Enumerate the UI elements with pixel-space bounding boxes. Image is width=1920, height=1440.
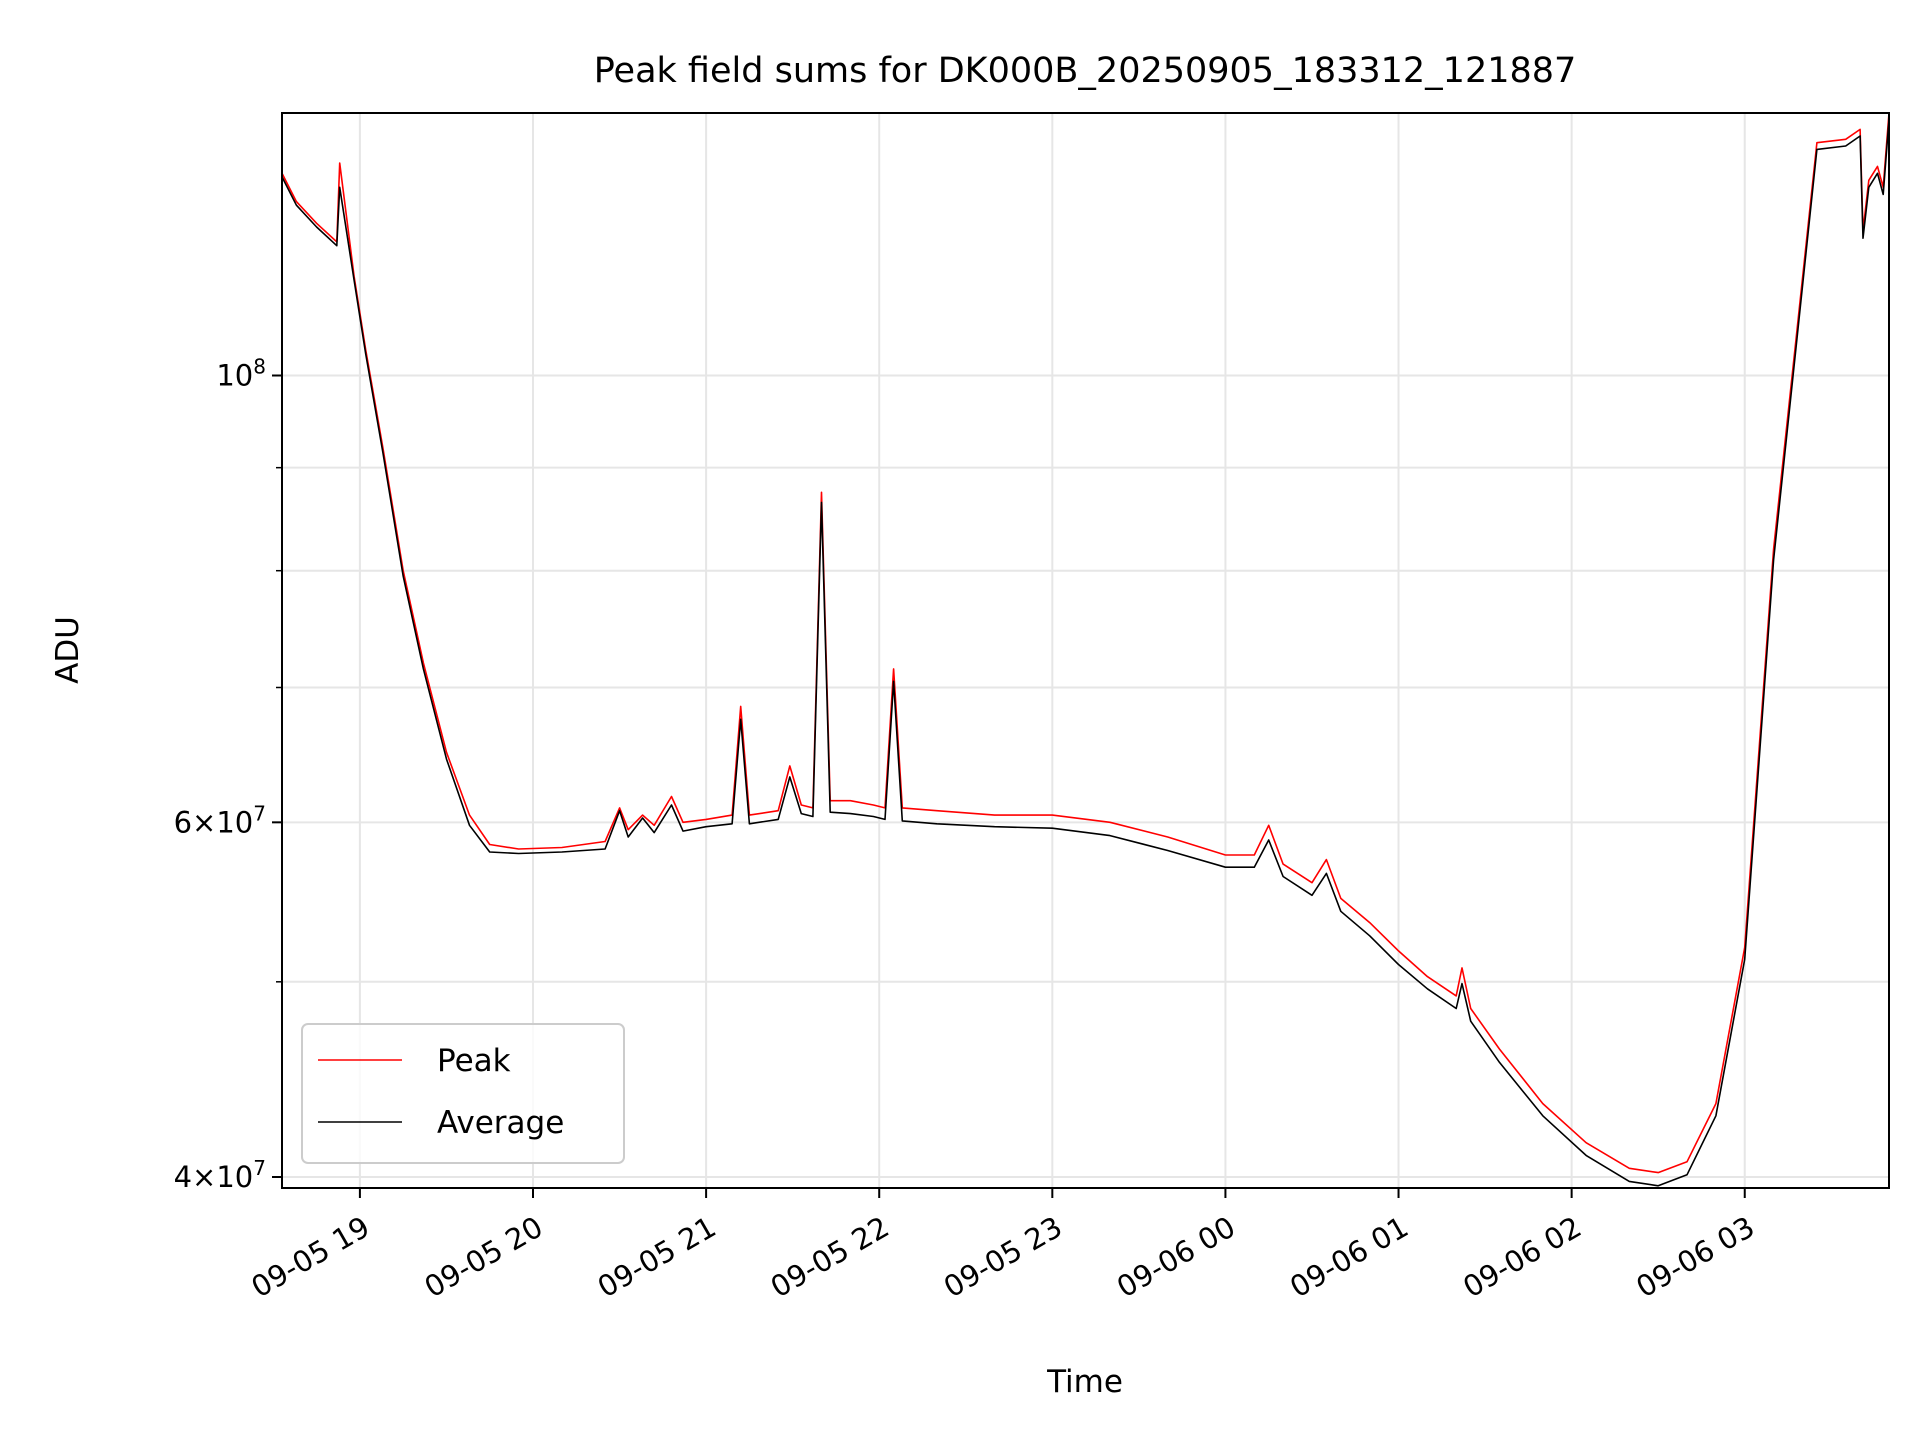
x-axis-label: Time <box>1046 1364 1123 1400</box>
series-line-peak <box>282 113 1889 1174</box>
grid-lines <box>282 113 1889 1188</box>
y-tick-label: 4×107 <box>174 1156 266 1194</box>
legend-label-average: Average <box>437 1105 564 1141</box>
series-line-average <box>282 119 1889 1187</box>
y-tick-label: 6×107 <box>174 801 266 839</box>
plot-frame <box>281 112 1890 1189</box>
y-axis-label: ADU <box>50 616 86 684</box>
legend-frame <box>301 1023 625 1164</box>
legend-label-peak: Peak <box>437 1043 511 1079</box>
y-tick-label: 108 <box>216 355 266 393</box>
plot-series <box>282 113 1889 1187</box>
chart-title: Peak field sums for DK000B_20250905_1833… <box>594 51 1577 91</box>
legend: Peak Average <box>301 1023 625 1164</box>
y-axis-ticks: 4×107 6×107 108 <box>174 355 282 1194</box>
